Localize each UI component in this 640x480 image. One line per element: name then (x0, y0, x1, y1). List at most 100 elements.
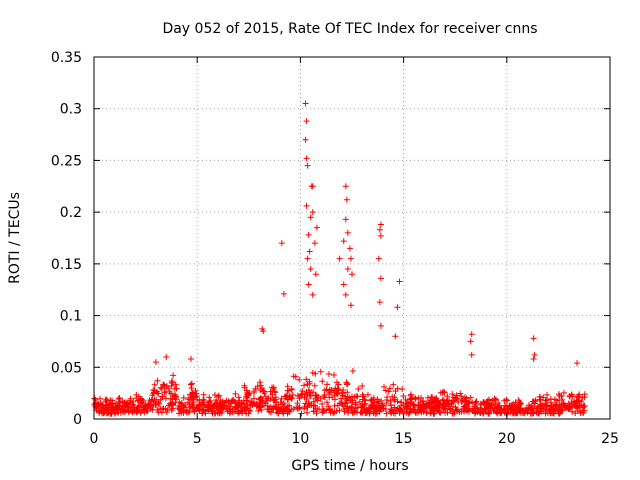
data-point (344, 229, 351, 236)
data-point (543, 406, 550, 413)
data-point (154, 406, 161, 413)
data-point (95, 400, 102, 407)
data-point (491, 407, 498, 414)
data-point (507, 409, 514, 416)
data-point (558, 401, 565, 408)
grid-lines (94, 57, 610, 419)
y-tick-label: 0.2 (60, 205, 82, 221)
data-point (190, 402, 197, 409)
data-point (257, 387, 264, 394)
data-point (304, 404, 311, 411)
data-point (172, 381, 179, 388)
data-point (481, 405, 488, 412)
data-point (378, 397, 385, 404)
data-point (430, 398, 437, 405)
data-point (419, 398, 426, 405)
data-point (186, 400, 193, 407)
data-point (575, 393, 582, 400)
data-point (299, 387, 306, 394)
data-point (258, 407, 265, 414)
data-point (326, 406, 333, 413)
data-point (285, 396, 292, 403)
data-point (169, 379, 176, 386)
data-point (157, 384, 164, 391)
data-point (309, 291, 316, 298)
data-point (306, 248, 313, 255)
data-point (292, 373, 299, 380)
data-point (540, 394, 547, 401)
data-point (319, 400, 326, 407)
data-point (229, 409, 236, 416)
data-point (449, 408, 456, 415)
data-point (151, 387, 158, 394)
data-point (449, 391, 456, 398)
data-point (496, 404, 503, 411)
data-point (347, 255, 354, 262)
data-point (369, 402, 376, 409)
data-point (559, 407, 566, 414)
data-point (304, 162, 311, 169)
data-point (185, 409, 192, 416)
data-point (278, 395, 285, 402)
data-point (168, 382, 175, 389)
y-tick-label: 0.15 (51, 257, 82, 273)
axis-ticks (93, 56, 611, 420)
data-points (91, 100, 588, 417)
data-point (512, 409, 519, 416)
data-point (537, 403, 544, 410)
data-point (380, 405, 387, 412)
data-point (267, 409, 274, 416)
data-point (159, 406, 166, 413)
data-point (207, 402, 214, 409)
data-point (188, 380, 195, 387)
data-point (105, 402, 112, 409)
data-point (548, 407, 555, 414)
data-point (166, 388, 173, 395)
data-point (302, 100, 309, 107)
data-point (304, 255, 311, 262)
data-point (290, 406, 297, 413)
data-point (486, 400, 493, 407)
data-point (257, 394, 264, 401)
data-point (381, 383, 388, 390)
data-point (347, 302, 354, 309)
data-point (162, 395, 169, 402)
data-point (362, 400, 369, 407)
data-point (522, 407, 529, 414)
data-point (412, 396, 419, 403)
data-point (357, 403, 364, 410)
data-point (473, 398, 480, 405)
y-tick-label: 0 (73, 412, 82, 428)
data-point (333, 379, 340, 386)
data-point (536, 394, 543, 400)
data-point (324, 399, 331, 406)
data-point (353, 393, 360, 400)
data-point (158, 385, 165, 392)
data-point (340, 238, 347, 245)
data-point (257, 403, 264, 410)
data-point (399, 386, 406, 393)
data-point (118, 406, 125, 413)
data-point (568, 399, 575, 406)
data-point (344, 389, 351, 396)
data-point (307, 266, 314, 273)
data-point (474, 404, 481, 411)
data-point (361, 402, 368, 408)
y-tick-label: 0.35 (51, 50, 82, 66)
data-point (97, 395, 104, 402)
data-point (469, 399, 476, 406)
data-point (272, 394, 279, 401)
data-point (130, 401, 137, 408)
data-point (150, 401, 157, 408)
data-point (177, 405, 184, 412)
data-point (392, 333, 399, 340)
data-point (384, 394, 391, 401)
data-point (406, 395, 413, 402)
data-point (190, 398, 197, 405)
data-point (309, 183, 316, 190)
data-point (566, 393, 573, 400)
data-point (317, 368, 324, 375)
data-point (327, 406, 334, 413)
data-point (96, 409, 103, 416)
